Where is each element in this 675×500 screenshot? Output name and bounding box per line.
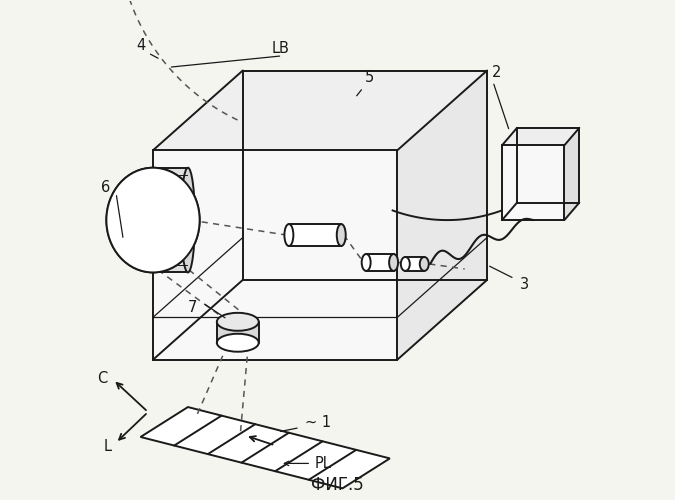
Polygon shape [398,70,487,360]
Text: 2: 2 [492,66,502,80]
Text: C: C [97,370,107,386]
Text: ФИГ.5: ФИГ.5 [311,476,364,494]
Text: 4: 4 [136,38,145,53]
Ellipse shape [181,168,195,272]
Polygon shape [217,322,259,342]
Ellipse shape [389,254,398,271]
Ellipse shape [107,168,200,272]
Polygon shape [502,128,579,146]
Polygon shape [502,146,564,220]
Polygon shape [289,224,342,246]
Ellipse shape [420,257,429,271]
Text: 5: 5 [365,70,375,86]
Polygon shape [153,70,487,150]
Text: PL: PL [315,456,332,471]
Polygon shape [366,254,394,271]
Text: 7: 7 [188,300,198,315]
Polygon shape [564,128,579,220]
Polygon shape [140,407,390,488]
Text: ~ 1: ~ 1 [305,414,331,430]
Ellipse shape [107,168,200,272]
Text: 6: 6 [101,180,110,195]
Text: LB: LB [271,40,289,56]
Text: L: L [103,440,111,454]
Polygon shape [405,257,425,271]
Ellipse shape [401,257,410,271]
Ellipse shape [217,334,259,351]
Ellipse shape [362,254,371,271]
Text: 3: 3 [520,278,529,292]
Polygon shape [153,168,188,272]
Polygon shape [153,150,398,360]
Ellipse shape [337,224,346,246]
Ellipse shape [217,313,259,331]
Ellipse shape [284,224,294,246]
